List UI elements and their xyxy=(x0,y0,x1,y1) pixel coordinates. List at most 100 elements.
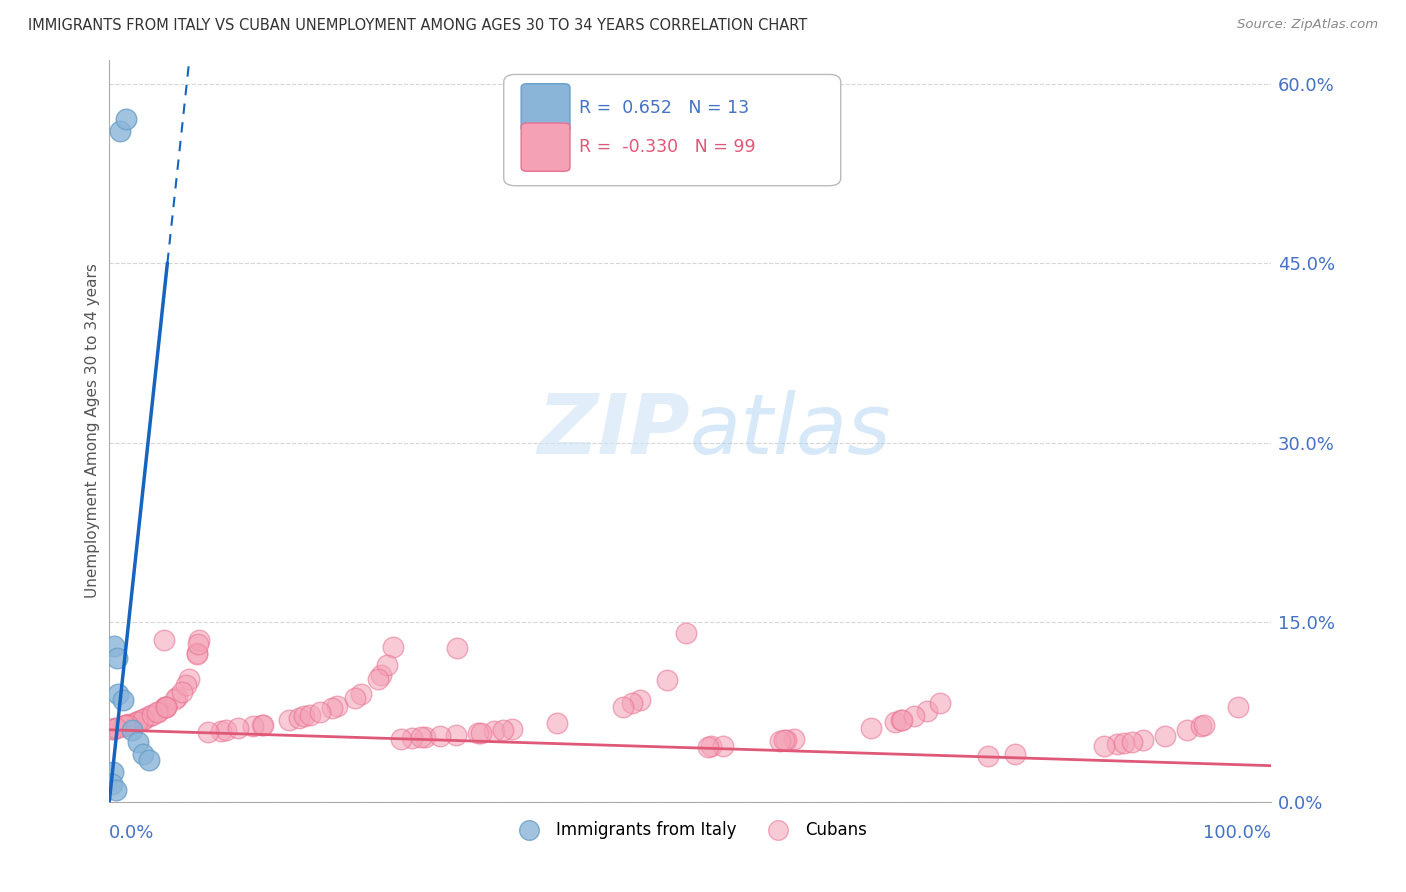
Point xyxy=(209,723,232,738)
Point xyxy=(103,722,125,736)
Text: IMMIGRANTS FROM ITALY VS CUBAN UNEMPLOYMENT AMONG AGES 30 TO 34 YEARS CORRELATIO: IMMIGRANTS FROM ITALY VS CUBAN UNEMPLOYM… xyxy=(28,18,807,33)
Point xyxy=(104,782,127,797)
Point xyxy=(1004,747,1026,762)
Point xyxy=(115,112,138,127)
Point xyxy=(612,699,634,714)
Point xyxy=(242,719,264,733)
Point xyxy=(915,704,938,718)
Text: Source: ZipAtlas.com: Source: ZipAtlas.com xyxy=(1237,18,1378,31)
Point xyxy=(138,753,160,767)
Point xyxy=(401,731,423,745)
Point xyxy=(367,672,389,686)
Point xyxy=(375,657,398,672)
Point xyxy=(1121,735,1143,749)
Point xyxy=(326,699,349,714)
Point xyxy=(127,735,149,749)
Point xyxy=(501,723,523,737)
Point xyxy=(1192,718,1215,732)
Point xyxy=(492,723,515,738)
Text: R =  0.652   N = 13: R = 0.652 N = 13 xyxy=(579,99,749,117)
Point xyxy=(153,700,176,714)
Point xyxy=(252,717,274,731)
Point xyxy=(146,705,169,719)
Point xyxy=(890,713,912,727)
Point xyxy=(103,764,125,779)
Point xyxy=(308,706,330,720)
Point xyxy=(112,719,135,733)
Point xyxy=(104,722,127,736)
Point xyxy=(117,717,139,731)
Point xyxy=(197,725,219,739)
Point xyxy=(110,124,132,138)
Point xyxy=(277,713,299,727)
Point xyxy=(773,733,796,747)
Point xyxy=(186,647,208,661)
Point xyxy=(884,714,907,729)
Point xyxy=(187,637,209,651)
Point xyxy=(976,749,998,764)
Point xyxy=(546,716,568,731)
Y-axis label: Unemployment Among Ages 30 to 34 years: Unemployment Among Ages 30 to 34 years xyxy=(86,263,100,598)
Point xyxy=(125,714,148,729)
Point xyxy=(1107,737,1129,751)
Point xyxy=(187,633,209,648)
Point xyxy=(775,733,797,747)
Point xyxy=(118,717,141,731)
Point xyxy=(153,633,176,648)
Point xyxy=(114,718,136,732)
Point xyxy=(134,712,156,726)
Point xyxy=(155,699,177,714)
Point xyxy=(226,722,249,736)
Point xyxy=(121,723,143,737)
Point xyxy=(382,640,405,654)
Point xyxy=(929,696,952,710)
Point xyxy=(343,691,366,706)
Point xyxy=(675,626,697,640)
Point xyxy=(697,739,720,754)
Point xyxy=(215,723,238,737)
Point xyxy=(389,731,412,746)
Text: R =  -0.330   N = 99: R = -0.330 N = 99 xyxy=(579,138,756,156)
Point xyxy=(153,700,176,714)
Point xyxy=(155,699,177,714)
Point xyxy=(105,651,128,665)
Point xyxy=(127,714,149,728)
Point xyxy=(107,687,129,701)
Point xyxy=(1154,729,1177,743)
Point xyxy=(429,729,451,743)
Point xyxy=(111,719,134,733)
Point xyxy=(621,696,644,710)
Point xyxy=(146,705,169,719)
Point xyxy=(138,709,160,723)
Point xyxy=(350,687,373,701)
Point xyxy=(470,725,492,739)
Point xyxy=(288,711,311,725)
Text: atlas: atlas xyxy=(690,390,891,471)
Point xyxy=(179,673,201,687)
FancyBboxPatch shape xyxy=(522,84,569,132)
Point xyxy=(1189,719,1212,733)
Text: ZIP: ZIP xyxy=(537,390,690,471)
Point xyxy=(655,673,678,687)
Point xyxy=(166,690,188,705)
Point xyxy=(700,739,723,754)
Point xyxy=(628,692,651,706)
Point xyxy=(250,718,273,732)
Point xyxy=(1112,736,1135,750)
Point xyxy=(321,701,343,715)
Point xyxy=(111,693,134,707)
Point xyxy=(174,678,197,692)
Point xyxy=(186,646,208,660)
Point xyxy=(104,721,127,735)
FancyBboxPatch shape xyxy=(503,74,841,186)
Point xyxy=(903,708,925,723)
Point xyxy=(890,713,912,727)
Point xyxy=(370,668,392,682)
Point xyxy=(170,684,193,698)
Point xyxy=(125,714,148,729)
Text: 0.0%: 0.0% xyxy=(108,824,155,842)
Point xyxy=(115,718,138,732)
Point xyxy=(467,726,489,740)
Point xyxy=(1132,733,1154,747)
Point xyxy=(100,723,122,737)
